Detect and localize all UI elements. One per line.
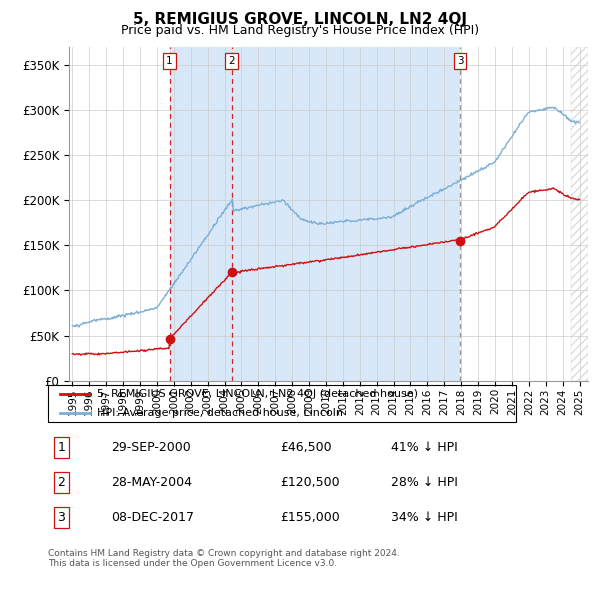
- Text: HPI: Average price, detached house, Lincoln: HPI: Average price, detached house, Linc…: [97, 408, 343, 418]
- Text: 5, REMIGIUS GROVE, LINCOLN, LN2 4QJ: 5, REMIGIUS GROVE, LINCOLN, LN2 4QJ: [133, 12, 467, 27]
- Text: 1: 1: [57, 441, 65, 454]
- Bar: [232, 47, 460, 381]
- Text: £46,500: £46,500: [280, 441, 332, 454]
- Text: Price paid vs. HM Land Registry's House Price Index (HPI): Price paid vs. HM Land Registry's House …: [121, 24, 479, 37]
- Text: 34% ↓ HPI: 34% ↓ HPI: [391, 511, 458, 524]
- Text: 41% ↓ HPI: 41% ↓ HPI: [391, 441, 458, 454]
- Bar: [571, 47, 588, 381]
- Text: 28% ↓ HPI: 28% ↓ HPI: [391, 476, 458, 489]
- Text: 08-DEC-2017: 08-DEC-2017: [112, 511, 194, 524]
- Text: 3: 3: [457, 55, 463, 65]
- Text: 3: 3: [57, 511, 65, 524]
- Text: 28-MAY-2004: 28-MAY-2004: [112, 476, 193, 489]
- Text: 1: 1: [166, 55, 173, 65]
- Text: Contains HM Land Registry data © Crown copyright and database right 2024.: Contains HM Land Registry data © Crown c…: [48, 549, 400, 558]
- Text: 2: 2: [57, 476, 65, 489]
- Text: 5, REMIGIUS GROVE, LINCOLN, LN2 4QJ (detached house): 5, REMIGIUS GROVE, LINCOLN, LN2 4QJ (det…: [97, 389, 418, 399]
- Text: 2: 2: [229, 55, 235, 65]
- Text: This data is licensed under the Open Government Licence v3.0.: This data is licensed under the Open Gov…: [48, 559, 337, 568]
- Text: £155,000: £155,000: [280, 511, 340, 524]
- Text: £120,500: £120,500: [280, 476, 340, 489]
- Text: 29-SEP-2000: 29-SEP-2000: [112, 441, 191, 454]
- Bar: [170, 47, 232, 381]
